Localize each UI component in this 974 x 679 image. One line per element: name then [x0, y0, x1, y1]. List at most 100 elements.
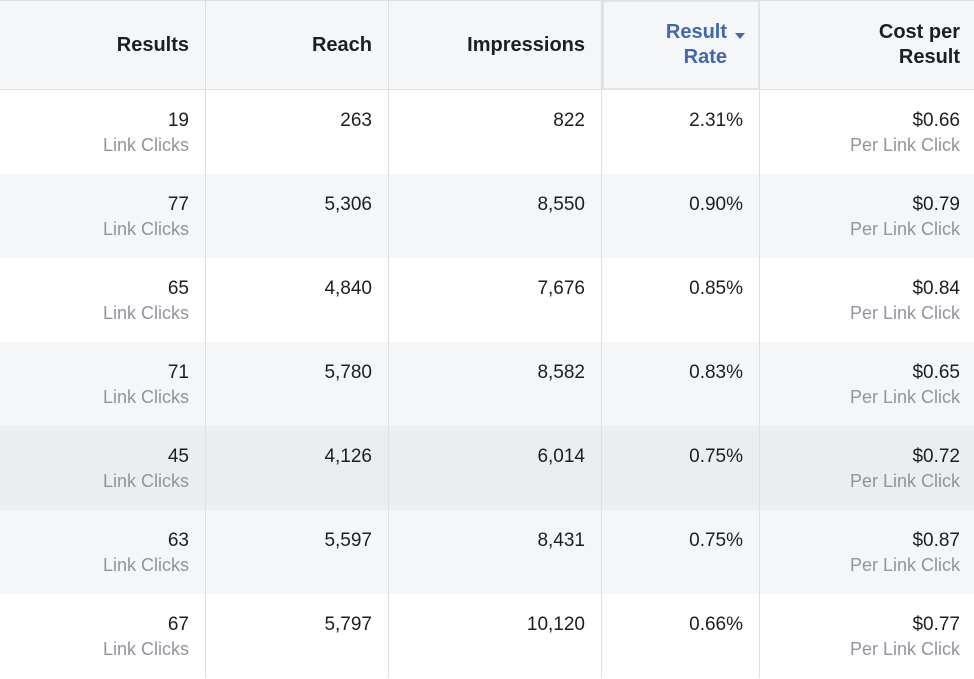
cell-results: 63 Link Clicks: [0, 510, 206, 594]
cost-type: Per Link Click: [849, 639, 960, 659]
cell-cost-per-result: $0.72 Per Link Click: [760, 426, 974, 510]
result-rate-value: 0.66%: [689, 614, 743, 635]
results-type: Link Clicks: [102, 639, 189, 659]
cell-impressions: 8,550: [389, 174, 602, 258]
cost-type: Per Link Click: [849, 135, 960, 155]
cost-value: $0.79: [912, 194, 960, 215]
cell-result-rate: 0.66%: [602, 594, 760, 678]
table-header: Results Reach Impressions Result Rate Co…: [0, 1, 974, 90]
column-header-label-line-1: Cost per: [878, 21, 960, 43]
impressions-value: 8,582: [537, 362, 585, 383]
result-rate-value: 0.75%: [689, 530, 743, 551]
results-type: Link Clicks: [102, 471, 189, 491]
cost-value: $0.66: [912, 110, 960, 131]
impressions-value: 822: [553, 110, 585, 131]
impressions-value: 10,120: [526, 614, 585, 635]
cost-value: $0.77: [912, 614, 960, 635]
results-value: 71: [167, 362, 189, 383]
table-row[interactable]: 67 Link Clicks 5,797 10,120 0.66% $0.77 …: [0, 594, 974, 678]
column-header-label-line-1: Result: [665, 21, 727, 43]
reach-value: 5,780: [324, 362, 372, 383]
results-type: Link Clicks: [102, 303, 189, 323]
impressions-value: 8,431: [537, 530, 585, 551]
impressions-value: 7,676: [537, 278, 585, 299]
cell-results: 71 Link Clicks: [0, 342, 206, 426]
results-type: Link Clicks: [102, 219, 189, 239]
column-header-reach[interactable]: Reach: [206, 1, 389, 89]
cost-type: Per Link Click: [849, 387, 960, 407]
cost-value: $0.84: [912, 278, 960, 299]
sort-descending-icon[interactable]: [735, 33, 745, 39]
result-rate-value: 0.90%: [689, 194, 743, 215]
column-header-label: Impressions: [467, 33, 585, 56]
column-header-result-rate[interactable]: Result Rate: [602, 1, 760, 89]
results-value: 67: [167, 614, 189, 635]
column-header-label: Reach: [311, 33, 372, 56]
cell-results: 45 Link Clicks: [0, 426, 206, 510]
results-value: 19: [167, 110, 189, 131]
cell-reach: 5,797: [206, 594, 389, 678]
cost-type: Per Link Click: [849, 471, 960, 491]
cost-value: $0.72: [912, 446, 960, 467]
results-type: Link Clicks: [102, 387, 189, 407]
cell-impressions: 7,676: [389, 258, 602, 342]
cell-result-rate: 0.90%: [602, 174, 760, 258]
column-header-label-line-2: Result: [898, 46, 960, 68]
column-header-cost-per-result[interactable]: Cost per Result: [760, 1, 974, 89]
table-row[interactable]: 77 Link Clicks 5,306 8,550 0.90% $0.79 P…: [0, 174, 974, 258]
cell-cost-per-result: $0.79 Per Link Click: [760, 174, 974, 258]
cell-reach: 263: [206, 90, 389, 174]
cell-results: 65 Link Clicks: [0, 258, 206, 342]
reach-value: 263: [340, 110, 372, 131]
cost-type: Per Link Click: [849, 219, 960, 239]
column-header-label-line-2: Rate: [683, 46, 727, 68]
table-row[interactable]: 19 Link Clicks 263 822 2.31% $0.66 Per L…: [0, 90, 974, 174]
cell-cost-per-result: $0.87 Per Link Click: [760, 510, 974, 594]
cell-impressions: 10,120: [389, 594, 602, 678]
cell-result-rate: 0.75%: [602, 510, 760, 594]
cell-cost-per-result: $0.65 Per Link Click: [760, 342, 974, 426]
table-row[interactable]: 65 Link Clicks 4,840 7,676 0.85% $0.84 P…: [0, 258, 974, 342]
cell-cost-per-result: $0.77 Per Link Click: [760, 594, 974, 678]
cell-reach: 5,780: [206, 342, 389, 426]
results-value: 45: [167, 446, 189, 467]
column-header-impressions[interactable]: Impressions: [389, 1, 602, 89]
cost-type: Per Link Click: [849, 555, 960, 575]
cell-impressions: 8,582: [389, 342, 602, 426]
results-type: Link Clicks: [102, 135, 189, 155]
column-header-label: Result Rate: [666, 20, 727, 70]
cost-value: $0.65: [912, 362, 960, 383]
cell-result-rate: 0.83%: [602, 342, 760, 426]
table-row[interactable]: 71 Link Clicks 5,780 8,582 0.83% $0.65 P…: [0, 342, 974, 426]
results-value: 65: [167, 278, 189, 299]
reach-value: 5,597: [324, 530, 372, 551]
cell-result-rate: 0.85%: [602, 258, 760, 342]
results-value: 77: [167, 194, 189, 215]
cell-result-rate: 0.75%: [602, 426, 760, 510]
results-value: 63: [167, 530, 189, 551]
cell-reach: 4,840: [206, 258, 389, 342]
reach-value: 4,126: [324, 446, 372, 467]
results-type: Link Clicks: [102, 555, 189, 575]
cell-reach: 5,597: [206, 510, 389, 594]
impressions-value: 8,550: [537, 194, 585, 215]
reach-value: 5,797: [324, 614, 372, 635]
cell-results: 67 Link Clicks: [0, 594, 206, 678]
cell-cost-per-result: $0.84 Per Link Click: [760, 258, 974, 342]
cell-reach: 5,306: [206, 174, 389, 258]
column-header-results[interactable]: Results: [0, 1, 206, 89]
table-row[interactable]: 45 Link Clicks 4,126 6,014 0.75% $0.72 P…: [0, 426, 974, 510]
column-header-label: Results: [116, 33, 189, 56]
result-rate-value: 0.75%: [689, 446, 743, 467]
cell-impressions: 6,014: [389, 426, 602, 510]
impressions-value: 6,014: [537, 446, 585, 467]
cost-type: Per Link Click: [849, 303, 960, 323]
cell-results: 19 Link Clicks: [0, 90, 206, 174]
reach-value: 5,306: [324, 194, 372, 215]
column-header-label: Cost per Result: [879, 20, 960, 70]
table-row[interactable]: 63 Link Clicks 5,597 8,431 0.75% $0.87 P…: [0, 510, 974, 594]
cell-results: 77 Link Clicks: [0, 174, 206, 258]
cost-value: $0.87: [912, 530, 960, 551]
cell-reach: 4,126: [206, 426, 389, 510]
result-rate-value: 2.31%: [689, 110, 743, 131]
